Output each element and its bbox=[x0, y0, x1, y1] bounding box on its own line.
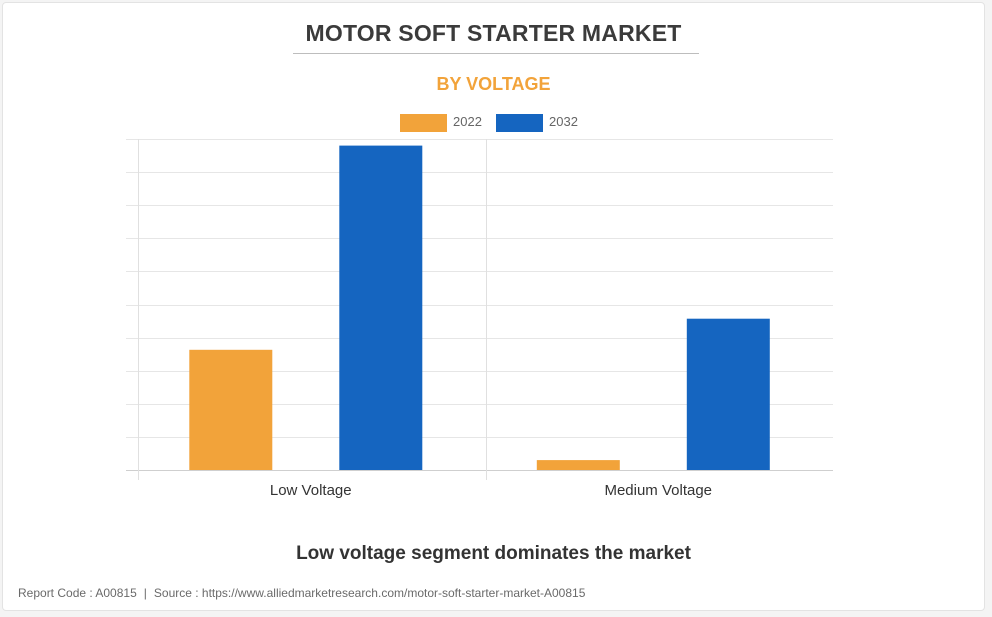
x-tick-label-low-voltage: Low Voltage bbox=[270, 482, 352, 499]
footer: Report Code : A00815 | Source : https://ww… bbox=[18, 586, 585, 600]
chart-subtitle: BY VOLTAGE bbox=[436, 74, 551, 94]
legend-label-2022: 2022 bbox=[453, 114, 482, 129]
chart-caption: Low voltage segment dominates the market bbox=[296, 543, 691, 564]
legend-swatch-2032 bbox=[496, 114, 543, 132]
x-tick-label-medium-voltage: Medium Voltage bbox=[604, 482, 712, 499]
bar-2032-medium-voltage bbox=[686, 318, 770, 470]
bar-2022-low-voltage bbox=[189, 349, 273, 470]
chart-title: MOTOR SOFT STARTER MARKET bbox=[305, 20, 682, 46]
footer-separator: | bbox=[143, 586, 147, 600]
chart-legend: 2022 2032 bbox=[3, 113, 984, 133]
title-divider bbox=[293, 53, 699, 54]
report-code: Report Code : A00815 bbox=[18, 586, 137, 600]
bar-2022-medium-voltage bbox=[536, 460, 620, 470]
source-link[interactable]: Source : https://www.alliedmarketresearc… bbox=[153, 586, 586, 600]
legend-label-2032: 2032 bbox=[549, 114, 578, 129]
chart-card: MOTOR SOFT STARTER MARKET BY VOLTAGE 202… bbox=[2, 2, 985, 611]
bar-2032-low-voltage bbox=[339, 145, 423, 470]
legend-swatch-2022 bbox=[400, 114, 447, 132]
